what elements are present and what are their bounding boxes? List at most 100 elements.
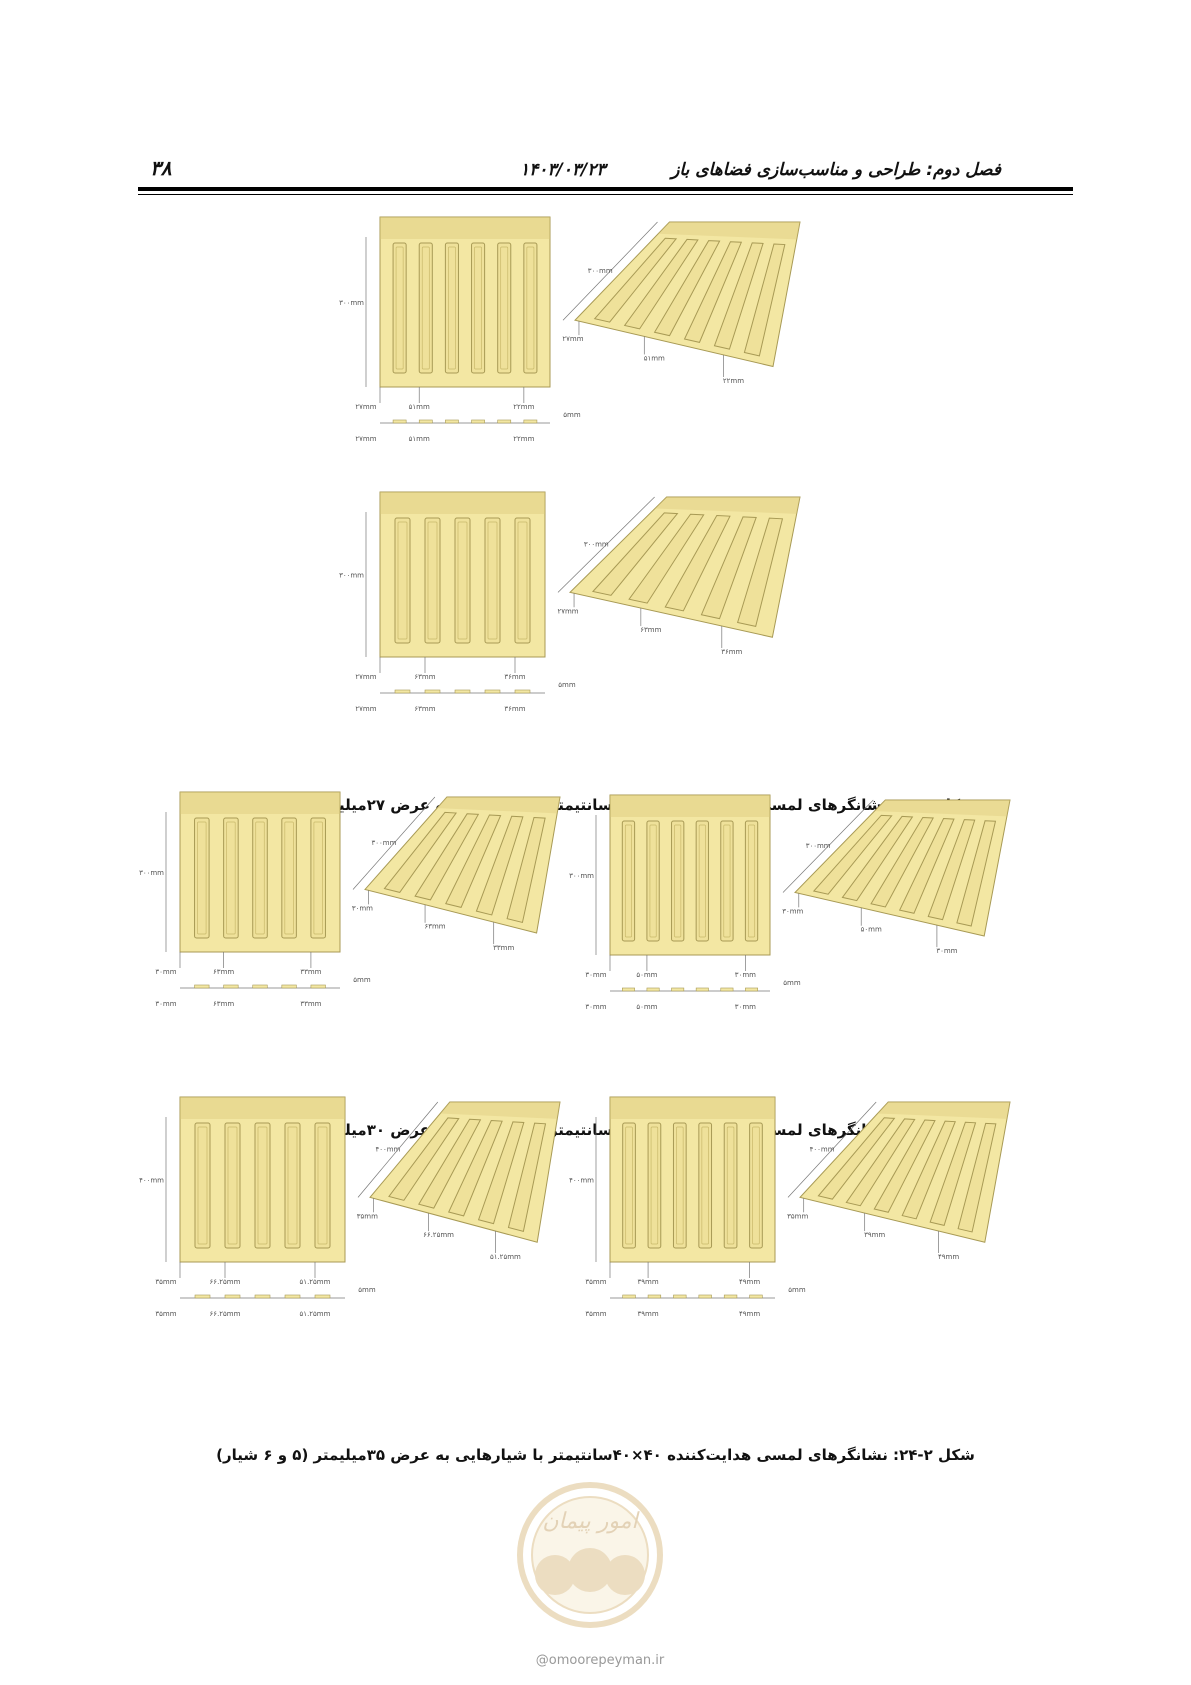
groove [471, 242, 486, 374]
groove [749, 1122, 763, 1249]
groove [252, 817, 268, 939]
dimension-label: ۳۵mm [787, 1212, 808, 1220]
profile-rib [523, 419, 538, 424]
groove [870, 816, 934, 908]
tile-edge [440, 1102, 560, 1119]
figure-caption: شکل ۲-۲۴: نشانگرهای لمسی هدایت‌کننده ۴۰×… [216, 1446, 975, 1464]
dimension-label: ۲۷mm [355, 403, 376, 411]
dimension-label: ۴۹mm [938, 1253, 959, 1261]
profile-rib [698, 1294, 712, 1299]
dimension-label: ۵۱mm [644, 354, 665, 362]
groove [695, 820, 709, 942]
groove-inner [397, 521, 408, 640]
profile-rib [647, 1294, 662, 1299]
dimension-label: ۳۰mm [735, 1003, 756, 1011]
tile-edge [610, 1097, 775, 1119]
dimension-label: ۳۰۰mm [588, 267, 613, 275]
groove [812, 814, 893, 895]
groove [477, 1121, 525, 1225]
dimension-label: ۳۶mm [504, 705, 525, 713]
dimension-label: ۳۰mm [155, 1000, 176, 1008]
dimension-label: ۳۰mm [585, 1003, 606, 1011]
profile-rib [281, 984, 297, 989]
groove [623, 238, 699, 330]
dimension-label: ۲۷mm [355, 435, 376, 443]
groove [447, 1120, 503, 1217]
profile-rib [745, 987, 758, 992]
groove-inner [284, 821, 294, 935]
profile-rib [622, 987, 635, 992]
groove-inner [227, 1126, 238, 1245]
tile [379, 216, 551, 388]
profile-rib [673, 1294, 687, 1299]
dimension-label: ۵۰mm [636, 971, 657, 979]
dimension-label: ۲۲mm [513, 435, 534, 443]
groove [927, 819, 976, 921]
tile-edge [180, 792, 340, 814]
header-rule [138, 194, 1073, 195]
dimension-label: ۳۳mm [300, 1000, 321, 1008]
groove [672, 1122, 687, 1249]
groove-inner [474, 246, 482, 370]
watermark-text: امور پیمان [542, 1509, 640, 1534]
profile-rib [284, 1294, 301, 1299]
groove [388, 1117, 460, 1201]
dimension-label: ۳۰mm [352, 904, 373, 912]
groove-inner [395, 246, 404, 370]
groove-inner [723, 824, 731, 938]
dimension-label: ۳۹mm [637, 1278, 658, 1286]
dimension-label: ۶۳mm [414, 705, 435, 713]
at-icon: @ [536, 1653, 549, 1668]
tile-edge [380, 217, 550, 239]
dimension-label: ۳۰۰mm [371, 839, 396, 847]
groove [418, 242, 433, 374]
profile-rib [514, 689, 531, 694]
groove [484, 517, 501, 644]
profile-rib [194, 1294, 211, 1299]
tile [609, 794, 771, 956]
groove [414, 813, 480, 901]
dimension-label: ۵۱.۲۵mm [490, 1253, 521, 1261]
dimension-label: ۳۰mm [782, 907, 803, 915]
groove [223, 817, 239, 939]
dimension-label: ۵۰mm [636, 1003, 657, 1011]
dimension-label: ۳۵mm [585, 1278, 606, 1286]
dimension-label: ۵۱mm [409, 435, 430, 443]
groove [621, 820, 636, 942]
dimension-label: ۴۰۰mm [810, 1146, 835, 1154]
dimension-label: ۳۹mm [864, 1231, 885, 1239]
dimension-label: ۵۱mm [409, 403, 430, 411]
groove [647, 1122, 662, 1249]
groove [671, 820, 685, 942]
dimension-label: ۵۱.۲۵mm [300, 1278, 331, 1286]
groove-inner [701, 1126, 709, 1245]
groove-inner [257, 1126, 268, 1245]
groove [310, 817, 326, 939]
dimension-label: ۶۳mm [424, 923, 445, 931]
groove [744, 820, 759, 942]
dimension-label: ۳۹mm [637, 1310, 658, 1318]
groove [841, 815, 914, 902]
dimension-label: ۲۷mm [355, 705, 376, 713]
groove [700, 516, 757, 620]
dimension-label: ۴۹mm [739, 1278, 760, 1286]
dimension-label: ۵mm [788, 1286, 806, 1294]
groove [392, 242, 407, 374]
profile-rib [445, 419, 459, 424]
profile-rib [224, 1294, 241, 1299]
dimension-label: ۶۳mm [414, 673, 435, 681]
profile-rib [671, 987, 685, 992]
dimension-label: ۳۰mm [735, 971, 756, 979]
watermark-url: @omoorepeyman.ir [536, 1653, 665, 1668]
groove [444, 242, 459, 374]
profile-rib [695, 987, 709, 992]
profile-rib [223, 984, 239, 989]
dimension-line [357, 1101, 439, 1198]
dimension-label: ۳۰۰mm [584, 541, 609, 549]
profile-rib [484, 689, 501, 694]
profile-rib [418, 419, 433, 424]
dimension-label: ۶۶.۲۵mm [210, 1278, 241, 1286]
profile-rib [454, 689, 471, 694]
dimension-label: ۶۶.۲۵mm [210, 1310, 241, 1318]
